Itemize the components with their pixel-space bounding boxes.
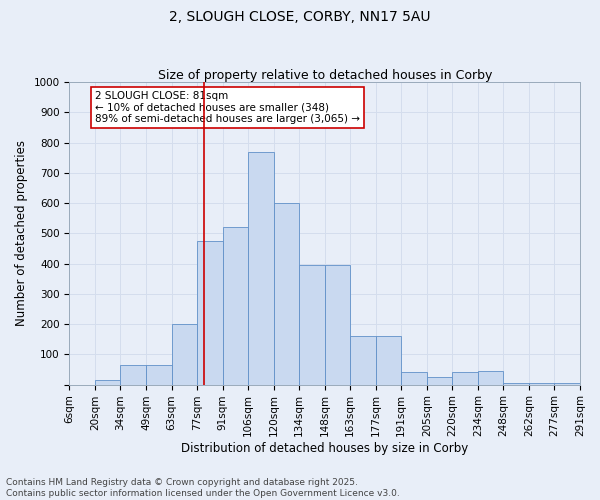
Bar — [503, 383, 529, 384]
Text: 2 SLOUGH CLOSE: 81sqm
← 10% of detached houses are smaller (348)
89% of semi-det: 2 SLOUGH CLOSE: 81sqm ← 10% of detached … — [95, 91, 360, 124]
Bar — [478, 371, 503, 384]
Bar — [529, 383, 554, 384]
Bar — [172, 324, 197, 384]
Y-axis label: Number of detached properties: Number of detached properties — [15, 140, 28, 326]
Bar — [95, 380, 121, 384]
Bar — [248, 152, 274, 384]
Bar — [427, 377, 452, 384]
Bar — [274, 203, 299, 384]
Bar — [350, 336, 376, 384]
X-axis label: Distribution of detached houses by size in Corby: Distribution of detached houses by size … — [181, 442, 469, 455]
Bar — [299, 265, 325, 384]
Bar — [223, 227, 248, 384]
Title: Size of property relative to detached houses in Corby: Size of property relative to detached ho… — [158, 69, 492, 82]
Bar — [146, 365, 172, 384]
Bar — [401, 372, 427, 384]
Text: 2, SLOUGH CLOSE, CORBY, NN17 5AU: 2, SLOUGH CLOSE, CORBY, NN17 5AU — [169, 10, 431, 24]
Bar — [376, 336, 401, 384]
Text: Contains HM Land Registry data © Crown copyright and database right 2025.
Contai: Contains HM Land Registry data © Crown c… — [6, 478, 400, 498]
Bar — [197, 241, 223, 384]
Bar — [325, 265, 350, 384]
Bar — [121, 365, 146, 384]
Bar — [452, 372, 478, 384]
Bar — [554, 383, 580, 384]
